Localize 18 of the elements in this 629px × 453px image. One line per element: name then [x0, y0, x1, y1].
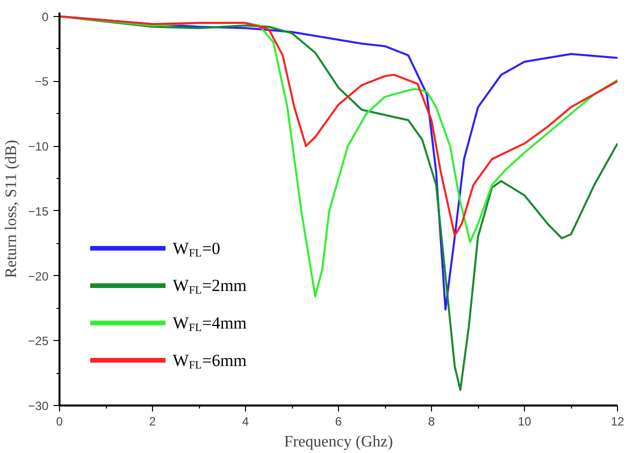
y-tick-label: 0 — [42, 10, 49, 24]
x-tick-label: 4 — [242, 414, 250, 428]
x-tick-label: 12 — [610, 414, 624, 428]
y-tick-label: −20 — [28, 269, 49, 284]
x-tick-label: 0 — [56, 414, 64, 428]
x-axis-title: Frequency (Ghz) — [284, 434, 393, 450]
y-axis-title: Return loss, S11 (dB) — [3, 140, 20, 278]
x-tick-label: 10 — [518, 414, 532, 428]
y-tick-label: −10 — [28, 140, 49, 154]
line-series — [60, 15, 618, 391]
x-tick-label: 2 — [149, 414, 156, 428]
y-tick-label: −30 — [28, 399, 49, 413]
y-tick-label: −15 — [28, 204, 49, 218]
line-series — [60, 15, 618, 237]
x-tick-label: 6 — [335, 414, 342, 428]
y-tick-label: −5 — [34, 74, 49, 89]
y-tick-label: −25 — [28, 334, 49, 348]
x-tick-label: 8 — [428, 414, 436, 428]
